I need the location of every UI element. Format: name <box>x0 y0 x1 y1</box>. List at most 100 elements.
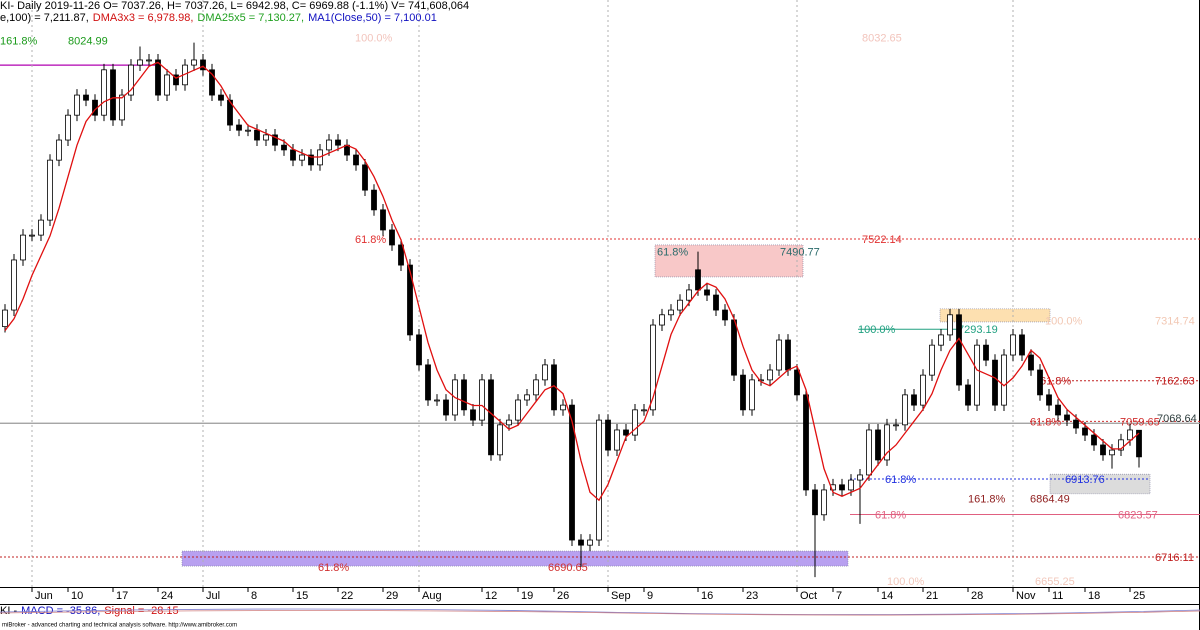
candle-body <box>407 264 413 336</box>
candle-body <box>263 134 269 141</box>
signal-trace <box>0 610 1200 616</box>
x-tick-label: 15 <box>296 590 308 602</box>
candle-body <box>731 319 737 376</box>
x-tick-label: 18 <box>1088 590 1100 602</box>
candle-body <box>515 399 521 421</box>
candle-body <box>443 399 449 416</box>
fib-label: 61.8% <box>885 474 916 486</box>
candle-body <box>974 344 980 406</box>
macd-trace <box>0 608 1200 615</box>
x-tick-label: 17 <box>116 590 128 602</box>
candle-body <box>1118 439 1124 451</box>
header: e,100) = 7,211.87, DMA3x3 = 6,978.98, DMA2… <box>0 12 437 24</box>
candle-body <box>596 419 602 541</box>
candle-body <box>398 244 404 266</box>
header: KI- Daily 2019-11-26 O= 7037.26, H= 7037… <box>0 0 469 12</box>
candle-body <box>290 149 296 161</box>
candle-body <box>371 189 377 211</box>
fib-value: 7162.63 <box>1155 376 1195 388</box>
x-tick-label: 28 <box>971 590 983 602</box>
candle-body <box>848 479 854 491</box>
candle-body <box>200 59 206 71</box>
candle-body <box>416 334 422 366</box>
candle-body <box>524 394 530 401</box>
candle-body <box>641 409 647 412</box>
candle-body <box>1019 334 1025 356</box>
candle-body <box>533 379 539 396</box>
x-tick-label: 16 <box>701 590 713 602</box>
candle-body <box>857 474 863 481</box>
candle-body <box>794 369 800 396</box>
candle-body <box>767 369 773 381</box>
header-part: MA1(Close,50) = 7,100.01 <box>308 12 437 24</box>
candle-body <box>38 219 44 236</box>
candle-body <box>704 289 710 296</box>
candle-body <box>866 429 872 476</box>
zone <box>181 550 849 567</box>
fib-value: 7522.14 <box>862 234 902 246</box>
candle-body <box>389 229 395 246</box>
candle-body <box>614 429 620 451</box>
x-tick-label: 10 <box>71 590 83 602</box>
candle-body <box>668 309 674 316</box>
candle-body <box>227 99 233 126</box>
fib-label: 100.0% <box>355 33 393 45</box>
candle-body <box>1046 394 1052 406</box>
x-tick-label: 8 <box>251 590 257 602</box>
candle-body <box>893 424 899 427</box>
x-tick-label: 22 <box>341 590 353 602</box>
x-tick-label: 29 <box>386 590 398 602</box>
x-tick-label: 14 <box>881 590 893 602</box>
candle-body <box>812 489 818 516</box>
fib-value: 7314.74 <box>1155 316 1195 328</box>
x-tick-label: 26 <box>557 590 569 602</box>
candle-body <box>1037 369 1043 396</box>
x-tick-label: 11 <box>1052 590 1063 602</box>
candle-body <box>929 344 935 376</box>
candle-body <box>659 314 665 326</box>
candle-body <box>380 209 386 231</box>
footer: miBroker - advanced charting and technic… <box>2 623 237 629</box>
header-part: e,100) = 7,211.87, <box>0 12 89 24</box>
candle-body <box>74 94 80 116</box>
candle-body <box>569 404 575 541</box>
x-tick-label: 7 <box>836 590 842 602</box>
candle-body <box>1028 354 1034 371</box>
fib-value: 8024.99 <box>68 36 108 48</box>
fib-label: 61.8% <box>657 246 688 258</box>
candle-body <box>884 424 890 461</box>
candle-body <box>1127 429 1133 441</box>
candle-body <box>992 359 998 406</box>
candle-body <box>695 269 701 291</box>
candle-body <box>425 364 431 401</box>
header-part: KI- Daily 2019-11-26 O= 7037.26, H= 7037… <box>0 0 469 12</box>
candle-body <box>461 379 467 411</box>
fib-label: 161.8% <box>968 493 1006 505</box>
x-tick-label: 19 <box>521 590 533 602</box>
fib-label: 100.0% <box>887 576 925 588</box>
x-tick-label: Sep <box>611 590 631 602</box>
candle-body <box>650 324 656 411</box>
candle-body <box>542 364 548 381</box>
fib-label: 61.8% <box>1030 416 1061 428</box>
fib-value: 7293.19 <box>958 324 998 336</box>
candle-body <box>749 379 755 411</box>
fib-value: 7490.77 <box>780 246 820 258</box>
candle-body <box>956 314 962 386</box>
candle-body <box>83 94 89 101</box>
fib-value: 6655.25 <box>1035 576 1075 588</box>
candle-body <box>839 484 845 491</box>
candle-body <box>1091 434 1097 446</box>
candle-body <box>578 539 584 546</box>
header-part: DMA25x5 = 7,130.27, <box>197 12 304 24</box>
candle-body <box>1064 414 1070 421</box>
candle-body <box>29 234 35 237</box>
x-tick-label: Nov <box>1016 590 1036 602</box>
x-tick-label: 9 <box>647 590 653 602</box>
candle-body <box>1100 444 1106 456</box>
fib-value: 6716.11 <box>1155 552 1194 564</box>
candle-body <box>434 399 440 402</box>
candle-body <box>938 334 944 346</box>
fib-label: 100.0% <box>1045 316 1083 328</box>
